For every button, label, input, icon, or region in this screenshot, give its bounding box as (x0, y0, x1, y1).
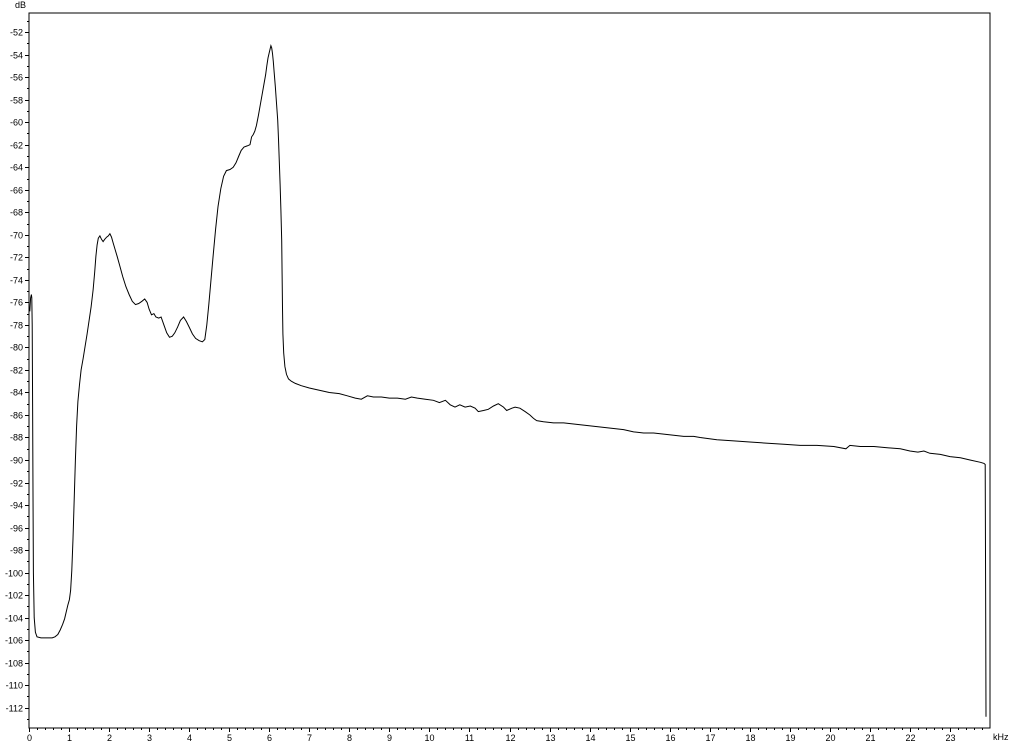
y-tick-label: -94 (10, 501, 23, 511)
y-tick-label: -70 (10, 231, 23, 241)
y-tick-label: -76 (10, 298, 23, 308)
y-tick-label: -56 (10, 73, 23, 83)
y-tick-label: -86 (10, 411, 23, 421)
x-tick-label: 16 (665, 733, 675, 743)
y-tick-label: -80 (10, 343, 23, 353)
x-tick-label: 20 (825, 733, 835, 743)
y-tick-label: -58 (10, 96, 23, 106)
y-tick-label: -52 (10, 28, 23, 38)
y-tick-label: -104 (5, 614, 23, 624)
y-tick-label: -68 (10, 208, 23, 218)
x-tick-label: 10 (424, 733, 434, 743)
x-tick-label: 6 (267, 733, 272, 743)
x-tick-label: 7 (307, 733, 312, 743)
y-tick-label: -108 (5, 659, 23, 669)
y-tick-label: -74 (10, 276, 23, 286)
y-tick-label: -96 (10, 524, 23, 534)
y-tick-label: -102 (5, 591, 23, 601)
x-tick-label: 4 (187, 733, 192, 743)
x-tick-label: 17 (705, 733, 715, 743)
x-tick-label: 19 (785, 733, 795, 743)
x-tick-label: 11 (465, 733, 474, 743)
x-axis-unit-label: kHz (993, 732, 1009, 742)
x-tick-label: 22 (905, 733, 915, 743)
y-axis-unit-label: dB (14, 0, 26, 10)
y-tick-label: -92 (10, 479, 23, 489)
y-tick-label: -66 (10, 186, 23, 196)
y-tick-label: -78 (10, 321, 23, 331)
spectrum-curve (29, 43, 987, 717)
x-tick-label: 12 (505, 733, 515, 743)
x-tick-label: 18 (745, 733, 755, 743)
x-tick-label: 0 (27, 733, 32, 743)
x-tick-label: 5 (227, 733, 232, 743)
x-tick-label: 1 (67, 733, 72, 743)
x-tick-label: 13 (545, 733, 555, 743)
y-tick-label: -88 (10, 433, 23, 443)
plot-border (28, 12, 991, 729)
y-tick-label: -62 (10, 141, 23, 151)
y-tick-label: -54 (10, 51, 23, 61)
x-tick-label: 9 (387, 733, 392, 743)
y-tick-label: -82 (10, 366, 23, 376)
y-tick-label: -64 (10, 163, 23, 173)
x-tick-label: 21 (865, 733, 875, 743)
x-tick-label: 14 (585, 733, 595, 743)
x-tick-label: 2 (107, 733, 112, 743)
y-tick-label: -110 (6, 681, 23, 691)
x-tick-label: 15 (625, 733, 635, 743)
x-tick-label: 8 (347, 733, 352, 743)
y-tick-label: -90 (10, 456, 23, 466)
y-tick-label: -112 (6, 704, 23, 714)
y-tick-label: -106 (5, 636, 23, 646)
x-tick-label: 3 (147, 733, 152, 743)
y-tick-label: -100 (5, 569, 23, 579)
x-tick-label: 23 (945, 733, 955, 743)
y-tick-label: -98 (10, 546, 23, 556)
y-tick-label: -84 (10, 388, 23, 398)
y-tick-label: -72 (10, 253, 23, 263)
y-tick-label: -60 (10, 118, 23, 128)
